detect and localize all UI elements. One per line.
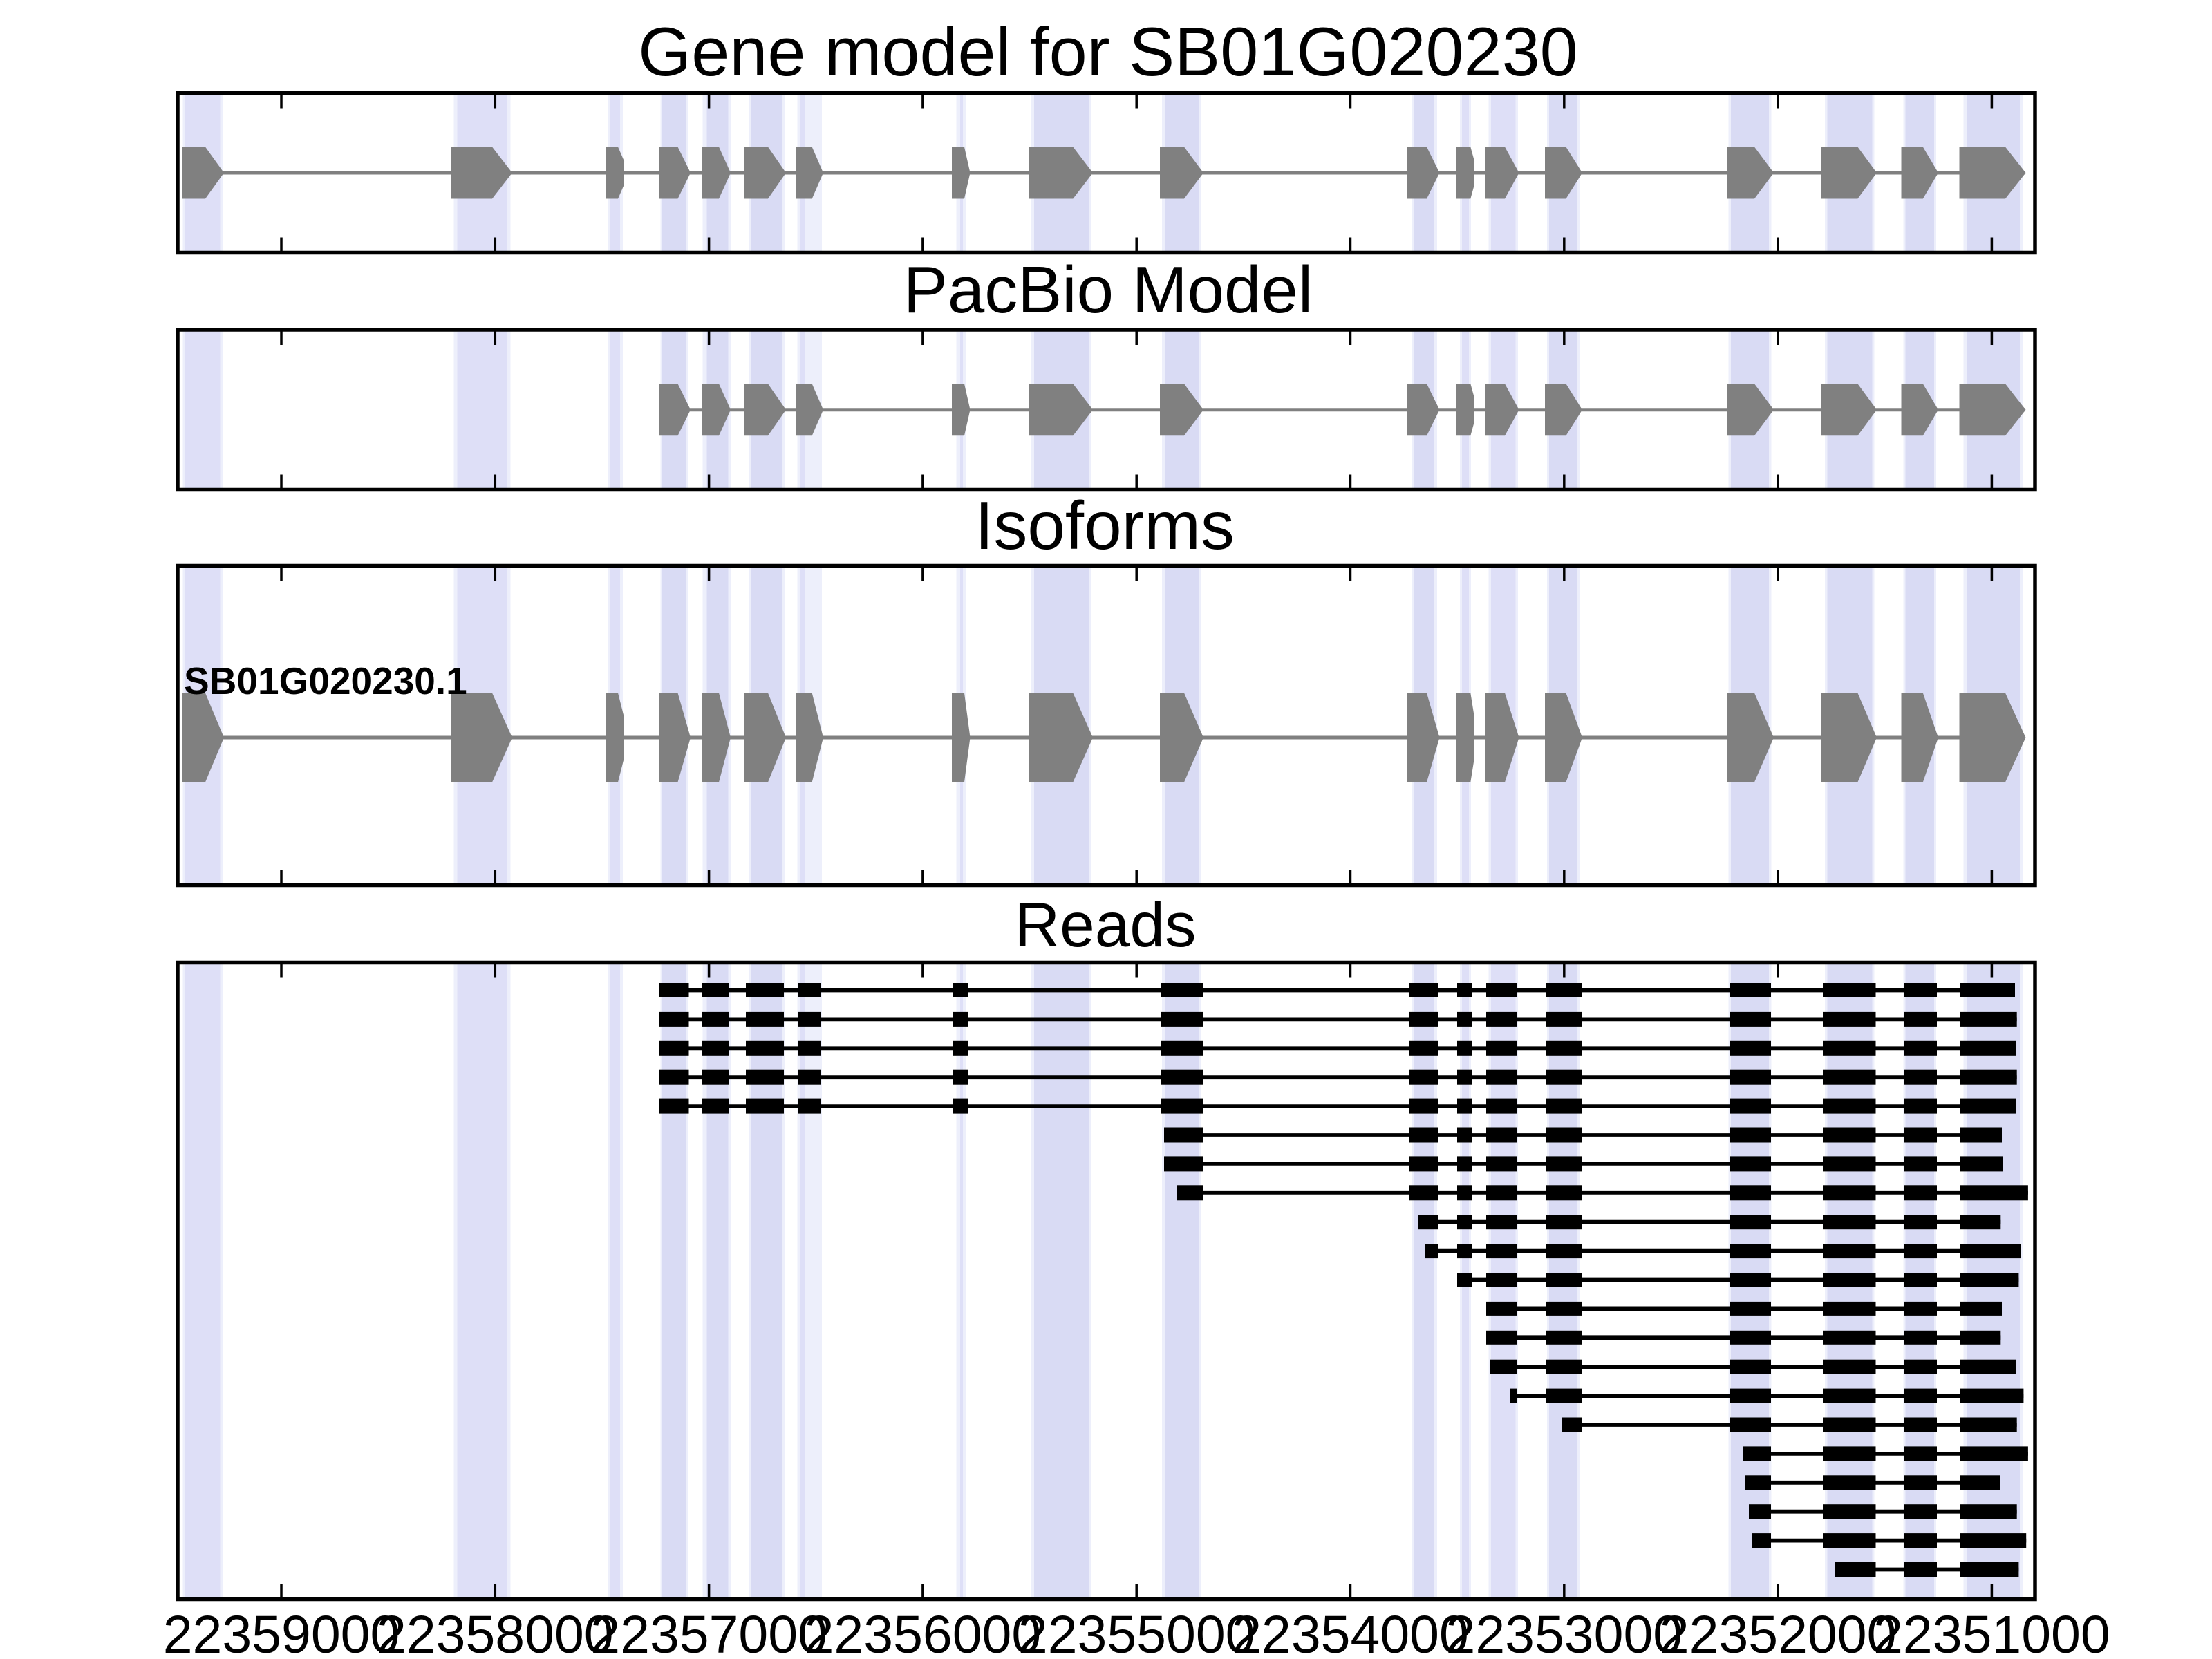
svg-text:22354000: 22354000 bbox=[1232, 1605, 1469, 1659]
svg-text:PacBio Model: PacBio Model bbox=[903, 253, 1313, 327]
svg-text:22351000: 22351000 bbox=[1873, 1605, 2110, 1659]
svg-text:22357000: 22357000 bbox=[590, 1605, 827, 1659]
svg-text:Gene model for SB01G020230: Gene model for SB01G020230 bbox=[638, 13, 1577, 90]
svg-text:22353000: 22353000 bbox=[1446, 1605, 1683, 1659]
svg-text:Isoforms: Isoforms bbox=[975, 487, 1235, 563]
svg-text:22355000: 22355000 bbox=[1018, 1605, 1255, 1659]
svg-text:22359000: 22359000 bbox=[163, 1605, 400, 1659]
svg-text:Reads: Reads bbox=[1014, 890, 1196, 960]
svg-text:22352000: 22352000 bbox=[1660, 1605, 1897, 1659]
svg-text:22356000: 22356000 bbox=[805, 1605, 1042, 1659]
svg-text:22358000: 22358000 bbox=[377, 1605, 614, 1659]
svg-text:SB01G020230.1: SB01G020230.1 bbox=[184, 659, 467, 702]
